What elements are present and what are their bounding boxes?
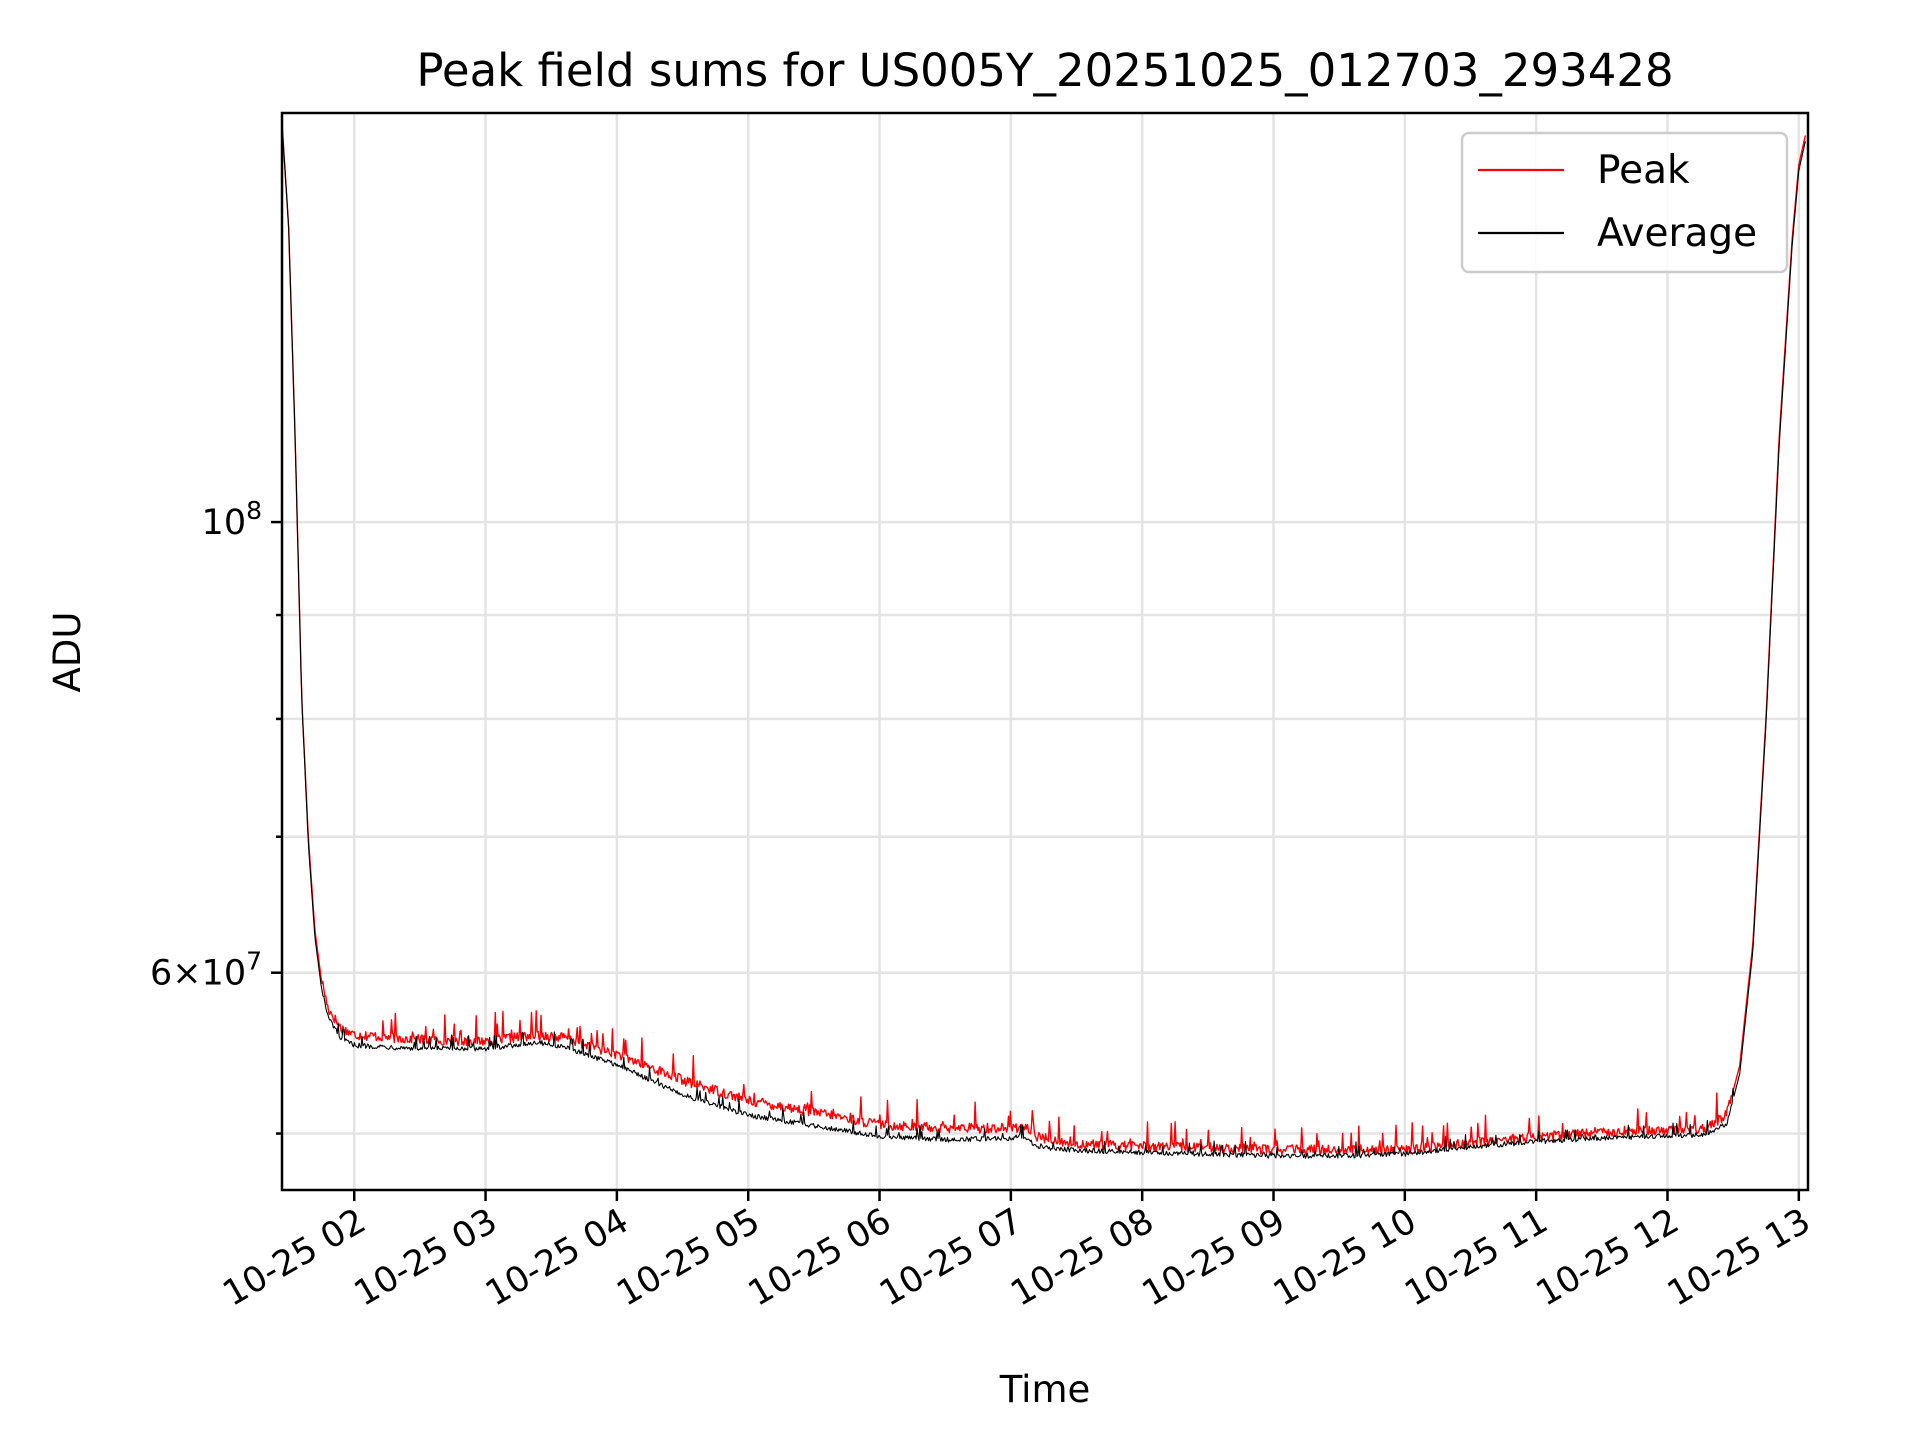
series-layer [281,124,1807,1159]
x-tick-label-3: 10-25 05 [610,1201,766,1314]
series-line-peak [281,124,1807,1156]
x-tick-label-2: 10-25 04 [479,1201,635,1314]
legend-peak-label: Peak [1597,148,1690,193]
x-tick-label-8: 10-25 10 [1267,1201,1423,1314]
y-axis-ticks: 108 6×107 [150,496,282,1135]
x-tick-label-6: 10-25 08 [1004,1201,1160,1314]
x-tick-label-9: 10-25 11 [1398,1201,1554,1314]
x-tick-label-10: 10-25 12 [1530,1201,1686,1314]
plot-area-frame [280,111,1810,1192]
legend-box [1460,131,1789,274]
y-tick-label-1: 6×107 [150,947,262,994]
x-axis-label: Time [999,1368,1091,1411]
x-tick-label-7: 10-25 09 [1136,1201,1292,1314]
y-tick-label-0: 108 [202,496,262,543]
x-gridlines [352,113,1801,1190]
x-tick-label-11: 10-25 13 [1661,1201,1817,1314]
y-axis-label: ADU [46,612,89,693]
x-tick-label-1: 10-25 03 [348,1201,504,1314]
x-tick-label-4: 10-25 06 [742,1201,898,1314]
x-tick-label-0: 10-25 02 [216,1201,372,1314]
series-line-average [281,124,1806,1159]
legend-average-label: Average [1597,211,1757,256]
legend: Peak Average [1460,131,1789,274]
x-tick-label-5: 10-25 07 [873,1201,1029,1314]
chart-title: Peak field sums for US005Y_20251025_0127… [416,44,1673,97]
